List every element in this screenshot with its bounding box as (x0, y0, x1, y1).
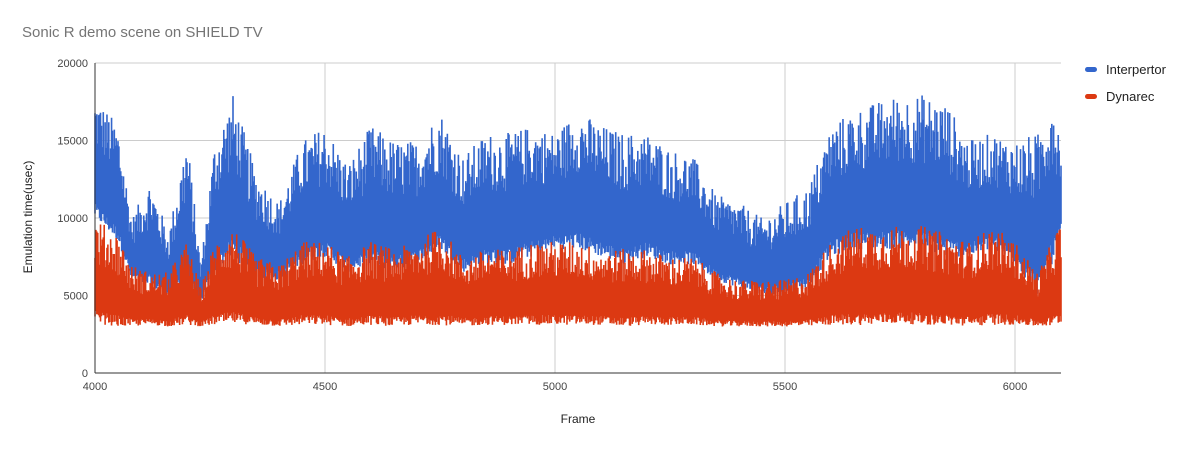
y-tick-label: 10000 (57, 213, 88, 225)
x-tick-label: 4000 (83, 381, 107, 393)
legend-label-dynarec: Dynarec (1106, 89, 1155, 104)
y-axis-label: Emulation time(usec) (21, 160, 35, 274)
y-tick-label: 0 (82, 368, 88, 380)
y-tick-label: 20000 (57, 58, 88, 70)
legend-swatch-interpertor (1085, 67, 1097, 72)
axes (94, 63, 1061, 374)
y-tick-label: 15000 (57, 136, 88, 148)
x-axis-label: Frame (560, 412, 596, 426)
x-tick-label: 5500 (773, 381, 797, 393)
series-layer (94, 95, 1062, 327)
x-tick-label: 5000 (543, 381, 567, 393)
legend-swatch-dynarec (1085, 94, 1097, 99)
tick-labels: 0 5000 10000 15000 20000 4000 4500 5000 5500 6000 (57, 58, 1027, 393)
y-tick-label: 5000 (64, 291, 88, 303)
legend-label-interpertor: Interpertor (1106, 62, 1166, 77)
legend: Interpertor Dynarec (1085, 56, 1166, 110)
chart-title: Sonic R demo scene on SHIELD TV (22, 24, 263, 41)
legend-item-dynarec[interactable]: Dynarec (1085, 83, 1166, 110)
legend-item-interpertor[interactable]: Interpertor (1085, 56, 1166, 83)
x-tick-label: 6000 (1003, 381, 1027, 393)
x-tick-label: 4500 (313, 381, 337, 393)
